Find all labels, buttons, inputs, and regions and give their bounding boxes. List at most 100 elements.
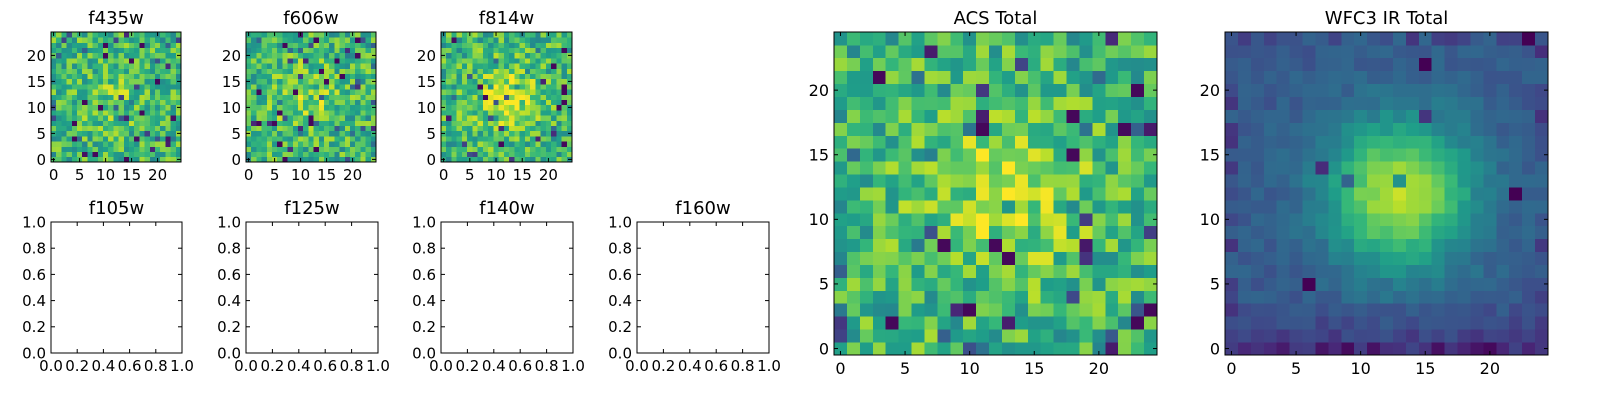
heatmap-cell bbox=[482, 156, 489, 163]
heatmap-cell bbox=[493, 130, 500, 137]
heatmap-cell bbox=[885, 57, 899, 72]
heatmap-cell bbox=[139, 52, 145, 59]
heatmap-cell bbox=[1027, 109, 1042, 123]
heatmap-cell bbox=[251, 136, 257, 142]
heatmap-cell bbox=[318, 58, 325, 64]
heatmap-cell bbox=[566, 63, 573, 69]
heatmap-cell bbox=[482, 58, 489, 64]
x-tick-label: 0.8 bbox=[731, 357, 755, 375]
heatmap-cell bbox=[149, 42, 156, 48]
heatmap-cell bbox=[61, 58, 67, 64]
heatmap-cell bbox=[924, 32, 938, 46]
heatmap-cell bbox=[1354, 264, 1368, 278]
heatmap-cell bbox=[456, 104, 463, 111]
heatmap-cell bbox=[144, 115, 151, 121]
heatmap-cell bbox=[1250, 148, 1265, 162]
heatmap-cell bbox=[1237, 70, 1252, 85]
heatmap-cell bbox=[535, 52, 541, 59]
heatmap-cell bbox=[937, 264, 951, 278]
heatmap-cell bbox=[360, 125, 366, 132]
x-tick-label: 20 bbox=[539, 166, 558, 184]
heatmap-cell bbox=[139, 78, 145, 85]
heatmap-cell bbox=[1496, 264, 1510, 278]
heatmap-cell bbox=[370, 94, 377, 100]
heatmap-cell bbox=[1001, 342, 1016, 356]
heatmap-cell bbox=[911, 109, 925, 123]
heatmap-cell bbox=[1405, 199, 1420, 214]
heatmap-cell bbox=[1418, 161, 1433, 175]
heatmap-cell bbox=[272, 94, 278, 100]
heatmap-cell bbox=[287, 104, 294, 111]
heatmap-cell bbox=[92, 47, 99, 54]
heatmap-cell bbox=[77, 125, 83, 132]
heatmap-cell bbox=[165, 32, 171, 38]
heatmap-cell bbox=[103, 146, 109, 152]
heatmap-cell bbox=[872, 199, 887, 214]
heatmap-cell bbox=[334, 110, 340, 116]
heatmap-cell bbox=[360, 146, 366, 152]
heatmap-cell bbox=[298, 146, 304, 152]
heatmap-cell bbox=[1289, 148, 1303, 162]
heatmap-cell bbox=[155, 110, 161, 116]
heatmap-cell bbox=[61, 42, 67, 48]
heatmap-cell bbox=[1289, 174, 1303, 188]
heatmap-cell bbox=[277, 37, 283, 43]
heatmap-cell bbox=[1225, 135, 1239, 149]
heatmap-cell bbox=[1014, 251, 1029, 265]
heatmap-cell bbox=[1444, 225, 1458, 240]
heatmap-cell bbox=[324, 89, 330, 95]
heatmap-cell bbox=[365, 78, 372, 85]
heatmap-cell bbox=[56, 110, 62, 116]
subplot-title: f814w bbox=[479, 8, 534, 29]
heatmap-cell bbox=[472, 47, 479, 54]
heatmap-cell bbox=[1092, 225, 1106, 240]
heatmap-cell bbox=[355, 47, 361, 54]
x-tick-label: 0 bbox=[244, 166, 254, 184]
subplot-title: f105w bbox=[89, 198, 144, 219]
heatmap-cell bbox=[1380, 316, 1394, 330]
heatmap-cell bbox=[272, 104, 278, 111]
heatmap-cell bbox=[123, 42, 130, 48]
heatmap-cell bbox=[451, 156, 458, 163]
heatmap-cell bbox=[71, 37, 78, 43]
heatmap-cell bbox=[1457, 303, 1471, 317]
heatmap-cell bbox=[1470, 199, 1484, 214]
heatmap-cell bbox=[1470, 70, 1484, 85]
heatmap-cell bbox=[461, 141, 468, 147]
heatmap-cell bbox=[103, 120, 109, 126]
heatmap-cell bbox=[272, 89, 278, 95]
heatmap-cell bbox=[530, 52, 536, 59]
heatmap-cell bbox=[535, 32, 541, 38]
heatmap-cell bbox=[1392, 212, 1407, 227]
heatmap-cell bbox=[551, 104, 557, 111]
heatmap-cell bbox=[1431, 83, 1446, 97]
heatmap-cell bbox=[318, 125, 325, 132]
heatmap-cell bbox=[303, 37, 309, 43]
heatmap-cell bbox=[365, 120, 372, 126]
heatmap-cell bbox=[170, 42, 177, 48]
heatmap-cell bbox=[1418, 44, 1433, 59]
heatmap-cell bbox=[82, 42, 88, 48]
heatmap-cell bbox=[1066, 32, 1080, 46]
heatmap-cell bbox=[123, 78, 130, 85]
heatmap-cell bbox=[1457, 264, 1471, 278]
heatmap-cell bbox=[1040, 174, 1055, 188]
heatmap-cell bbox=[82, 37, 88, 43]
heatmap-cell bbox=[97, 78, 104, 85]
heatmap-cell bbox=[339, 47, 346, 54]
heatmap-cell bbox=[77, 37, 83, 43]
heatmap-cell bbox=[1354, 57, 1368, 72]
heatmap-cell bbox=[324, 94, 330, 100]
heatmap-cell bbox=[1131, 277, 1145, 291]
heatmap-cell bbox=[1066, 96, 1080, 110]
heatmap-cell bbox=[298, 58, 304, 64]
heatmap-cell bbox=[1118, 174, 1132, 188]
heatmap-cell bbox=[467, 130, 473, 137]
heatmap-cell bbox=[488, 115, 494, 121]
heatmap-cell bbox=[134, 130, 140, 137]
heatmap-cell bbox=[61, 94, 67, 100]
heatmap-cell bbox=[292, 42, 299, 48]
heatmap-cell bbox=[1392, 32, 1407, 46]
heatmap-cell bbox=[556, 125, 562, 132]
heatmap-cell bbox=[1328, 174, 1342, 188]
